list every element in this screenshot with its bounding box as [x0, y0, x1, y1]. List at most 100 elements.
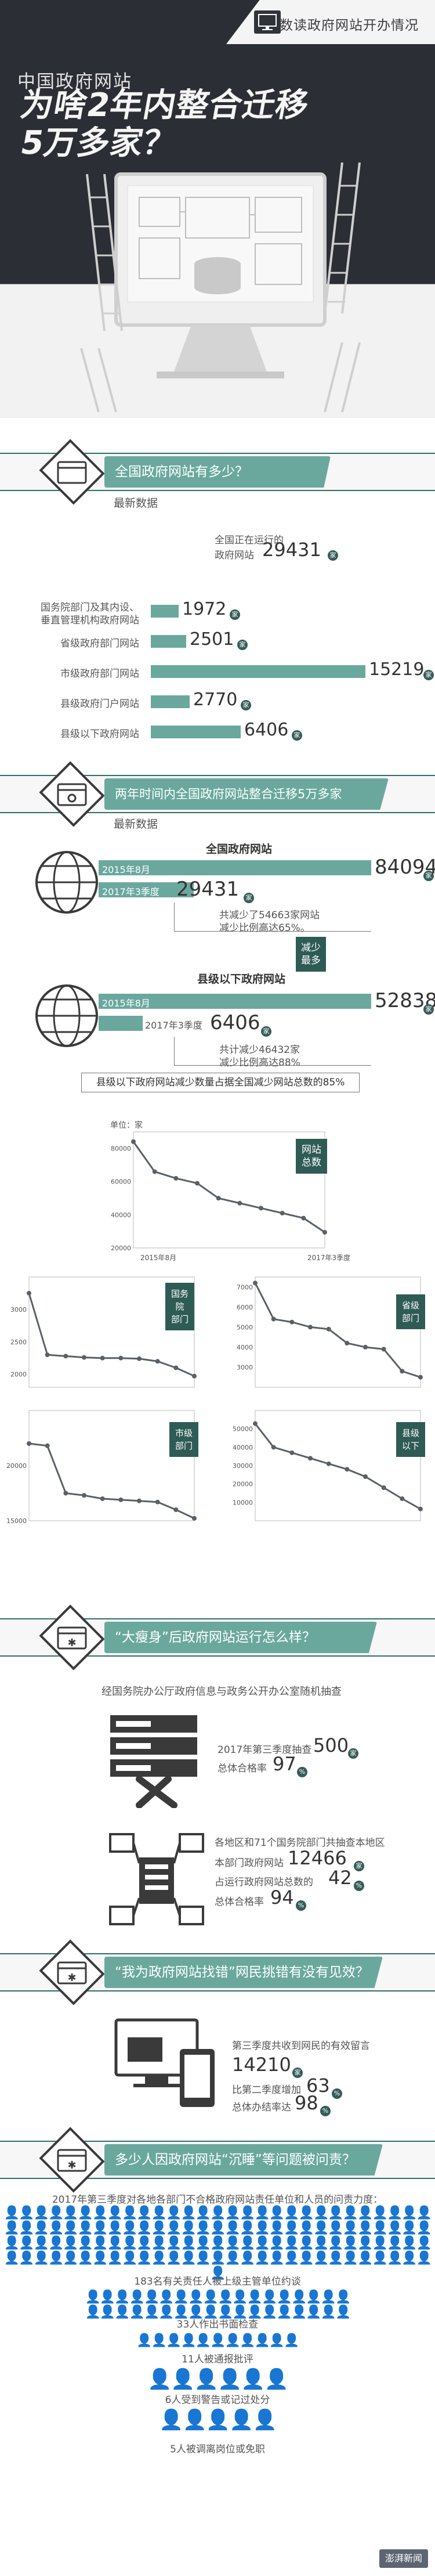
person-icon-row: 👤👤👤👤👤	[159, 2408, 277, 2431]
bracket-line	[174, 903, 175, 932]
data-point	[152, 1169, 157, 1174]
data-point	[27, 1290, 31, 1296]
data-point	[155, 1499, 160, 1505]
accountability-text: 183名有关责任人被上级主管单位约谈	[134, 2276, 301, 2288]
unit-dot: 家	[230, 609, 240, 620]
svg-text:✱: ✱	[67, 1972, 76, 1984]
badge-line-2: 以下	[401, 1441, 419, 1451]
percent-dot: %	[296, 1900, 306, 1911]
accountability-text: 5人被调离岗位或免职	[170, 2444, 265, 2455]
unit-dot: 家	[292, 730, 302, 741]
data-bar	[151, 665, 365, 678]
y-tick-label: 20000	[233, 1481, 253, 1488]
block2-line2-prefix: 本部门政府网站	[215, 1857, 284, 1869]
server-tools-icon	[110, 1715, 197, 1808]
data-point	[301, 1215, 306, 1221]
badge-line-2: 总数	[302, 1157, 321, 1168]
unit-dot: 家	[244, 893, 254, 903]
data-point	[363, 1344, 368, 1350]
brand-tag: 澎湃新闻	[379, 2549, 428, 2568]
y-tick-label: 7000	[237, 1283, 253, 1291]
data-point	[63, 1491, 68, 1496]
block2-value1: 12466	[288, 1847, 347, 1869]
bar-label: 县级政府门户网站	[60, 698, 139, 710]
data-point	[27, 1441, 31, 1446]
y-tick-label: 4000	[237, 1344, 253, 1351]
browser-gear-icon: ✱	[57, 1626, 87, 1650]
data-bar	[151, 605, 179, 618]
data-point	[326, 1461, 331, 1466]
y-tick-label: 3000	[237, 1363, 253, 1371]
devices-icon	[114, 2018, 215, 2107]
total-label-1: 全国正在运行的	[215, 535, 284, 546]
province-chart-badge: 省级 部门	[396, 1294, 425, 1329]
globe-network-icon	[35, 984, 98, 1047]
hero-badge-text: 数读政府网站开办情况	[280, 18, 419, 33]
group2-note-2: 减少比例高达88%	[219, 1057, 300, 1069]
total-value: 29431	[262, 539, 321, 561]
accountability-text: 11人被通报批评	[182, 2354, 253, 2365]
section5-label: 多少人因政府网站“沉睡”等问题被问责？	[104, 2144, 383, 2175]
percent-dot: %	[320, 2106, 331, 2116]
person-icon-row: 👤👤👤👤👤👤👤👤👤👤👤👤👤👤👤👤👤👤	[85, 2305, 351, 2319]
accountability-text: 6人受到警告或记过处分	[165, 2394, 270, 2406]
unit-dot: 家	[292, 2068, 303, 2078]
unit-dot: 家	[241, 700, 251, 710]
data-point	[216, 1196, 221, 1201]
group2-bar-2017	[99, 1016, 143, 1031]
badge-line-1: 县级	[401, 1428, 419, 1438]
unit-dot: 家	[423, 670, 434, 680]
section1-label: 全国政府网站有多少？	[104, 456, 331, 488]
y-tick-label: 2000	[10, 1371, 27, 1379]
person-icon-row: 👤👤👤👤👤👤👤👤👤👤👤👤👤👤👤👤👤👤👤👤👤👤👤👤👤👤👤👤👤👤	[3, 2236, 432, 2265]
unit-dot: 家	[261, 1026, 271, 1037]
section4-label: “我为政府网站找错”网民挑错有没有见效？	[104, 1957, 383, 1988]
data-point	[118, 1497, 124, 1502]
data-point	[118, 1355, 124, 1361]
chart-frame	[28, 1276, 195, 1388]
section3-label: “大瘦身”后政府网站运行怎么样？	[104, 1622, 377, 1653]
data-point	[381, 1347, 386, 1352]
block1-line1-prefix: 2017年第三季度抽查	[217, 1744, 312, 1756]
section4-line1: 第三季度共收到网民的有效留言	[232, 2040, 370, 2052]
person-icon-row: 👤👤👤👤👤👤👤👤👤👤👤	[136, 2333, 299, 2348]
data-point	[400, 1369, 405, 1374]
data-point	[253, 1421, 258, 1426]
data-point	[173, 1507, 179, 1512]
svg-text:✱: ✱	[67, 2159, 76, 2171]
bar-label: 国务院部门及其内设、	[41, 602, 139, 614]
data-point	[326, 1326, 331, 1332]
data-point	[82, 1493, 86, 1498]
chart-frame	[133, 1131, 325, 1249]
data-point	[100, 1355, 105, 1361]
hero-banner: 数读政府网站开办情况 中国政府网站 为啥2年内整合迁移 5万多家？	[0, 0, 435, 418]
badge-line-2: 部门	[401, 1313, 419, 1323]
data-point	[322, 1230, 327, 1235]
percent-dot: %	[297, 1767, 307, 1777]
group1-title: 全国政府网站	[206, 843, 273, 856]
y-tick-label: 40000	[111, 1211, 131, 1219]
data-point	[259, 1206, 263, 1211]
block2-value3: 94	[270, 1886, 294, 1908]
total-label-2: 政府网站	[215, 550, 254, 561]
series-line	[254, 1423, 421, 1510]
svg-text:✱: ✱	[67, 1637, 76, 1649]
charts-area: 单位：家 20000 40000 60000 80000 网站 总数 2015年8月 …	[0, 1103, 435, 1590]
monitor-badge-icon	[254, 10, 281, 34]
chart-frame	[28, 1410, 195, 1521]
data-point	[253, 1280, 258, 1286]
person-icon-row: 👤👤👤👤👤👤👤👤👤👤👤👤👤👤👤👤👤👤👤👤👤👤👤👤👤👤👤👤👤👤	[3, 2221, 432, 2250]
series-line	[28, 1442, 195, 1520]
group1-bar-2015	[99, 860, 371, 875]
section2-footer-box: 县级以下政府网站减少数量占据全国减少网站总数的85%	[81, 1073, 360, 1092]
group2-row1-label: 2015年8月	[102, 998, 150, 1009]
y-tick-label: 50000	[233, 1426, 253, 1433]
y-tick-label: 5000	[237, 1323, 253, 1331]
data-point	[155, 1359, 160, 1364]
block2-line3-prefix: 占运行政府网站总数的	[215, 1877, 313, 1888]
data-point	[82, 1355, 86, 1360]
data-point	[237, 1200, 242, 1206]
series-line	[254, 1282, 421, 1379]
y-tick-label: 20000	[6, 1462, 27, 1470]
data-point	[345, 1467, 350, 1472]
